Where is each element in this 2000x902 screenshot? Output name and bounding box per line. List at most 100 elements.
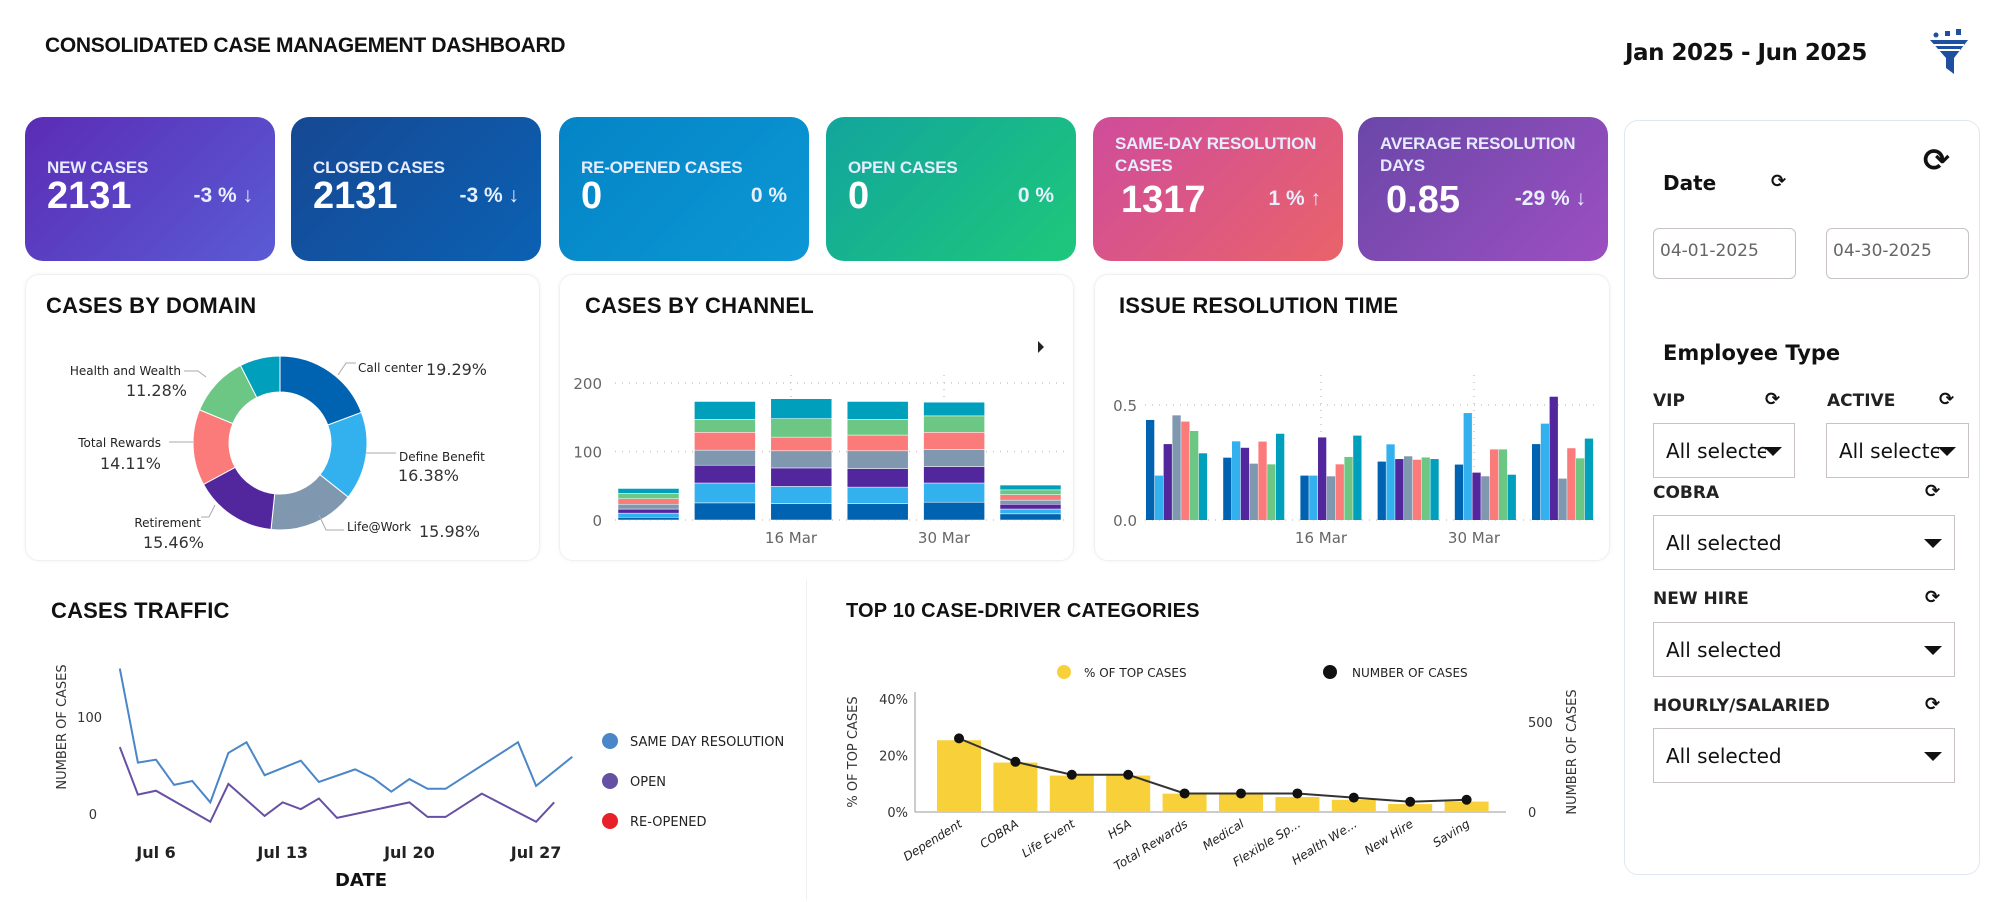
data-point [1292,788,1303,799]
employee-type-heading: Employee Type [1663,341,1841,365]
bar [937,740,981,812]
select-value: All selected [1839,438,1939,463]
bar [1049,775,1094,812]
bar [1576,458,1585,520]
series-line [118,746,555,824]
kpi-label: NEW CASES [47,158,149,177]
refresh-icon[interactable]: ⟳ [1939,389,1955,410]
panel-title: ISSUE RESOLUTION TIME [1119,293,1399,318]
y-tick-label: 0 [592,512,602,530]
kpi-card[interactable]: CLOSED CASES 2131 -3 % ↓ [291,117,541,261]
bar [1481,476,1490,520]
cases-by-channel-panel: CASES BY CHANNEL 0 100 200 16 Mar 30 Mar [559,274,1074,561]
bar [1377,461,1386,520]
kpi-change: -3 % [193,184,237,207]
select-value: All selected [1666,438,1766,463]
kpi-card[interactable]: RE-OPENED CASES 0 0 % [559,117,809,261]
bar [1386,444,1395,520]
bar-segment [999,494,1062,501]
funnel-filter-icon[interactable] [1928,28,1970,76]
bar-segment [770,418,833,438]
refresh-icon[interactable]: ⟳ [1925,587,1941,608]
refresh-icon[interactable]: ⟳ [1771,171,1787,192]
bar [1172,415,1181,520]
bar-segment [999,513,1062,521]
chevron-down-icon [1938,446,1956,456]
bar-segment [923,482,985,503]
bar [1326,476,1336,520]
refresh-icon[interactable]: ⟳ [1925,694,1941,715]
kpi-card[interactable]: NEW CASES 2131 -3 % ↓ [25,117,275,261]
refresh-icon[interactable]: ⟳ [1925,481,1941,502]
refresh-icon[interactable]: ⟳ [1765,389,1781,410]
chevron-down-icon [1924,751,1942,761]
panel-title: CASES BY DOMAIN [46,293,257,318]
donut-chart: Call center 19.29% Define Benefit 16.38% Lif… [70,355,487,552]
slice-label: Retirement [134,516,201,530]
bar-segment [694,449,756,466]
bar-segment [617,517,680,521]
x-tick-label: Jul 6 [135,843,176,862]
vip-label: VIP [1653,391,1685,411]
slice-label: Health and Wealth [70,364,181,378]
date-range[interactable]: Jan 2025 - Jun 2025 [1625,40,1867,66]
hourly-salaried-select[interactable]: All selected [1653,728,1955,783]
slice-percent: 11.28% [126,381,187,400]
bar-segment [846,401,909,420]
bar [1232,441,1241,520]
bar-segment [846,468,909,488]
kpi-card[interactable]: AVERAGE RESOLUTION DAYS 0.85 -29 % ↓ [1358,117,1608,261]
start-date-input[interactable]: 04-01-2025 [1653,228,1796,279]
kpi-card[interactable]: SAME-DAY RESOLUTION CASES 1317 1 % ↑ [1093,117,1343,261]
bar [1249,463,1258,520]
bar-segment [617,503,680,510]
bar [1353,435,1362,520]
x-tick-label: 16 Mar [765,529,818,547]
date-filter-label: Date [1663,171,1717,195]
kpi-label: OPEN CASES [848,158,958,177]
refresh-all-icon[interactable]: ⟳ [1923,141,1950,179]
bar-segment [846,419,909,436]
active-select[interactable]: All selected [1826,423,1969,478]
end-date-input[interactable]: 04-30-2025 [1826,228,1969,279]
legend-marker [602,733,618,749]
y-axis-title: % OF TOP CASES [846,696,861,807]
cobra-select[interactable]: All selected [1653,515,1955,570]
bar-segment [770,503,833,521]
panel-title: CASES TRAFFIC [51,598,230,623]
leader-line [184,370,207,378]
kpi-value: 0 [848,175,870,217]
kpi-change: -29 % [1514,187,1570,210]
bar [1549,396,1558,520]
hourly-salaried-label: HOURLY/SALARIED [1653,696,1830,716]
stacked-bar-chart: 0 100 200 16 Mar 30 Mar [573,341,1065,547]
vip-select[interactable]: All selected [1653,423,1795,478]
legend-marker [602,773,618,789]
bar-segment [999,489,1062,495]
divider [806,580,807,900]
x-tick-label: COBRA [977,817,1021,851]
y-tick-label: 0.0 [1113,512,1137,530]
leader-line [337,362,356,376]
kpi-value: 0.85 [1386,179,1460,221]
bar [1258,441,1267,520]
chevron-down-icon [1764,446,1782,456]
data-point [1236,788,1246,799]
y2-axis-title: NUMBER OF CASES [1565,689,1580,814]
line-chart: 0 100 NUMBER OF CASES Jul 6 Jul 13 Jul 20 Jul … [55,664,784,891]
bar-segment [617,498,680,505]
grouped-bar-chart: 0.0 0.5 16 Mar 30 Mar [1113,375,1600,547]
slice-label: Life@Work [347,520,411,534]
new-hire-select[interactable]: All selected [1653,622,1955,677]
bar [1300,475,1309,520]
bar-segment [846,503,909,521]
select-value: All selected [1666,637,1782,662]
kpi-label: CLOSED CASES [313,158,445,177]
panel-title: CASES BY CHANNEL [585,293,814,318]
data-point [1066,769,1077,780]
kpi-card[interactable]: OPEN CASES 0 0 % [826,117,1076,261]
bar-segment [846,486,909,504]
y-tick-label: 100 [77,711,102,726]
panel-title: TOP 10 CASE-DRIVER CATEGORIES [846,600,1200,622]
legend-label: NUMBER OF CASES [1352,666,1468,680]
